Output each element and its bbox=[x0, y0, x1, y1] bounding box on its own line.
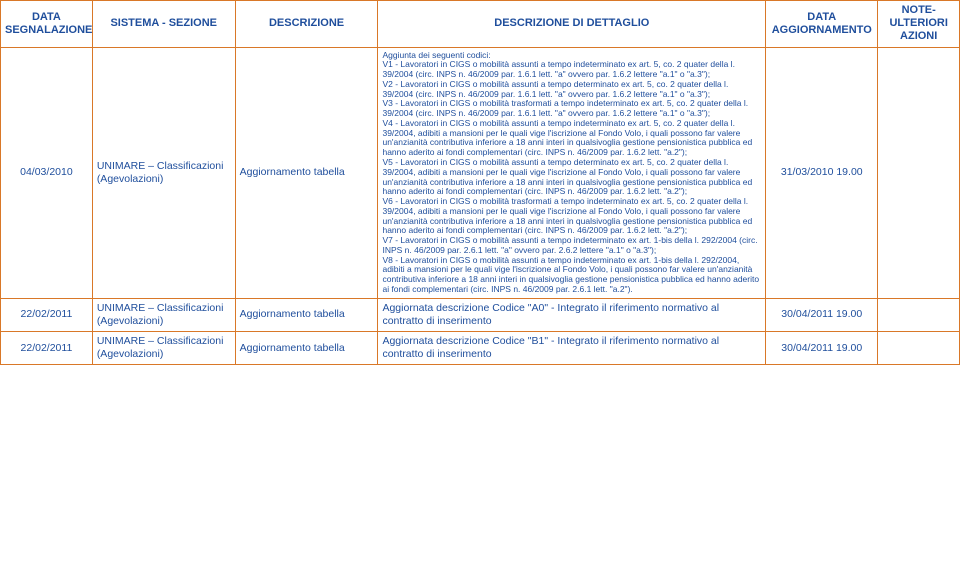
cell-descrizione: Aggiornamento tabella bbox=[235, 331, 378, 364]
cell-data-aggiornamento: 31/03/2010 19.00 bbox=[766, 47, 878, 298]
cell-note bbox=[878, 331, 960, 364]
main-table: DATA SEGNALAZIONE SISTEMA - SEZIONE DESC… bbox=[0, 0, 960, 365]
col-header-descrizione-dettaglio: DESCRIZIONE DI DETTAGLIO bbox=[378, 1, 766, 48]
col-header-descrizione: DESCRIZIONE bbox=[235, 1, 378, 48]
col-header-sistema-sezione: SISTEMA - SEZIONE bbox=[92, 1, 235, 48]
header-row: DATA SEGNALAZIONE SISTEMA - SEZIONE DESC… bbox=[1, 1, 960, 48]
cell-note bbox=[878, 47, 960, 298]
col-header-data-aggiornamento: DATA AGGIORNAMENTO bbox=[766, 1, 878, 48]
table-row: 22/02/2011 UNIMARE – Classificazioni (Ag… bbox=[1, 298, 960, 331]
cell-data-segnalazione: 04/03/2010 bbox=[1, 47, 93, 298]
cell-note bbox=[878, 298, 960, 331]
cell-data-aggiornamento: 30/04/2011 19.00 bbox=[766, 331, 878, 364]
cell-sistema-sezione: UNIMARE – Classificazioni (Agevolazioni) bbox=[92, 331, 235, 364]
cell-dettaglio: Aggiunta dei seguenti codici:V1 - Lavora… bbox=[378, 47, 766, 298]
cell-data-segnalazione: 22/02/2011 bbox=[1, 298, 93, 331]
table-row: 22/02/2011 UNIMARE – Classificazioni (Ag… bbox=[1, 331, 960, 364]
cell-dettaglio: Aggiornata descrizione Codice "A0" - Int… bbox=[378, 298, 766, 331]
col-header-note-ulteriori: NOTE- ULTERIORI AZIONI bbox=[878, 1, 960, 48]
cell-descrizione: Aggiornamento tabella bbox=[235, 47, 378, 298]
table-row: 04/03/2010 UNIMARE – Classificazioni (Ag… bbox=[1, 47, 960, 298]
cell-data-segnalazione: 22/02/2011 bbox=[1, 331, 93, 364]
cell-sistema-sezione: UNIMARE – Classificazioni (Agevolazioni) bbox=[92, 47, 235, 298]
cell-data-aggiornamento: 30/04/2011 19.00 bbox=[766, 298, 878, 331]
cell-sistema-sezione: UNIMARE – Classificazioni (Agevolazioni) bbox=[92, 298, 235, 331]
cell-descrizione: Aggiornamento tabella bbox=[235, 298, 378, 331]
col-header-data-segnalazione: DATA SEGNALAZIONE bbox=[1, 1, 93, 48]
cell-dettaglio: Aggiornata descrizione Codice "B1" - Int… bbox=[378, 331, 766, 364]
